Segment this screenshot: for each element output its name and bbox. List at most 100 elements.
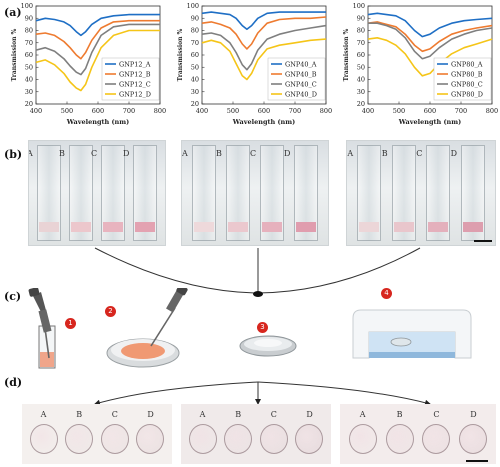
split-arrow-1: [94, 381, 259, 406]
step-badge-3: 3: [257, 322, 268, 333]
film-label: C: [111, 410, 118, 419]
dried-film-disc: [224, 424, 253, 454]
cuvette-solution: [194, 222, 214, 232]
legend-entry: GNP80_B: [451, 70, 483, 78]
dried-film-disc: [459, 424, 488, 454]
cuvette-photo-2: A B C D: [181, 140, 329, 246]
series-line-GNP80_B: [367, 21, 493, 53]
cuvette: [37, 145, 61, 241]
film-label: A: [199, 410, 206, 419]
film-label: D: [147, 410, 154, 419]
cuvette-label: A: [347, 149, 354, 158]
film-label: A: [359, 410, 366, 419]
cuvette: [391, 145, 416, 241]
panel-label-b: (b): [4, 148, 23, 161]
y-tick-label: 50: [25, 63, 33, 71]
chart-gnp80-svg: 400 500 600 700 800 20 30 40 50 60 70 80 90 100 Wavele…: [343, 2, 498, 126]
legend-box: [433, 57, 492, 101]
y-axis-label: Transmission %: [11, 28, 18, 81]
cuvette: [460, 145, 485, 241]
x-axis-label: Wavelength (nm): [398, 118, 461, 126]
y-tick-label: 70: [357, 39, 365, 47]
series-line-GNP80_C: [368, 22, 493, 60]
y-tick-label: 20: [25, 100, 33, 108]
series-line-GNP40_B: [201, 16, 327, 50]
series-line-GNP12_A: [35, 13, 160, 37]
y-tick-label: 40: [25, 76, 33, 84]
x-axis-label: Wavelength (nm): [232, 118, 295, 126]
y-tick-label: 40: [357, 76, 365, 84]
y-tick-label: 80: [357, 27, 365, 35]
series-line-GNP40_C: [201, 24, 327, 71]
dried-film-disc: [29, 424, 58, 454]
cuvette-label: D: [284, 149, 291, 158]
cuvette: [260, 145, 284, 241]
cuvette-solution: [462, 222, 483, 232]
x-tick-label: 600: [92, 107, 104, 115]
series-line-GNP12_C: [35, 23, 160, 76]
film-label: C: [433, 410, 440, 419]
cuvette-solution: [262, 222, 282, 232]
chart-gnp12-svg: 400 500 600 700 800 20 30 40 50 60 70 80 90 100 Wavele…: [11, 2, 166, 126]
film-label: B: [396, 410, 403, 419]
cuvette: [133, 145, 157, 241]
x-tick-label: 800: [486, 107, 498, 115]
cuvette-photo-1: A B C D: [28, 140, 166, 246]
film-photo-1: A B C D: [22, 404, 172, 464]
chart-gnp12: 400 500 600 700 800 20 30 40 50 60 70 80 90 100 Wavele…: [0, 0, 166, 136]
uv-box-icon: [352, 309, 472, 359]
y-tick-label: 60: [25, 51, 33, 59]
cuvette-solution: [71, 222, 91, 232]
panel-label-a: (a): [4, 6, 22, 19]
merge-curve-3: [257, 247, 421, 294]
process-svg: [28, 284, 472, 369]
cuvette-photo-3: A B C D: [346, 140, 496, 246]
split-arrows-cd: [94, 381, 431, 406]
merge-arrows-bc: [94, 247, 421, 297]
x-tick-label: 700: [289, 107, 301, 115]
y-tick-label: 70: [191, 39, 199, 47]
cuvette-solution: [428, 222, 449, 232]
dried-film-disc: [385, 424, 414, 454]
y-tick-label: 100: [353, 2, 365, 10]
dried-film-disc: [65, 424, 94, 454]
y-tick-label: 50: [191, 63, 199, 71]
cuvette-solution: [135, 222, 155, 232]
cuvette: [294, 145, 318, 241]
dried-film-disc: [422, 424, 451, 454]
scale-bar-d: [466, 460, 488, 462]
cuvette-solution: [228, 222, 248, 232]
x-tick-label: 400: [362, 107, 374, 115]
pipette-cuvette-icon: [28, 287, 56, 369]
legend-entry: GNP40_C: [285, 80, 317, 88]
process-illustration: 1 2 3 4: [25, 284, 495, 378]
step-badge-4: 4: [381, 288, 392, 299]
film-label: D: [470, 410, 477, 419]
cuvette-solution: [296, 222, 316, 232]
film-label: C: [270, 410, 277, 419]
legend-entry: GNP80_A: [451, 60, 483, 68]
y-axis-label: Transmission %: [177, 28, 184, 81]
step-badge-1: 1: [65, 318, 76, 329]
cuvette-label: A: [29, 149, 33, 158]
legend-box: [267, 57, 326, 101]
merge-curve-1: [94, 247, 259, 294]
legend-box: [101, 57, 160, 101]
step-badge-2: 2: [105, 306, 116, 317]
film-label: B: [235, 410, 242, 419]
y-axis-label: Transmission %: [343, 28, 350, 81]
series-line-GNP12_D: [35, 29, 160, 92]
y-tick-label: 50: [357, 63, 365, 71]
x-tick-label: 700: [123, 107, 135, 115]
legend-entry: GNP12_D: [119, 90, 151, 98]
empty-dish-icon: [239, 335, 297, 357]
legend-entry: GNP12_A: [119, 60, 151, 68]
legend-entry: GNP12_B: [119, 70, 151, 78]
chart-gnp80: 400 500 600 700 800 20 30 40 50 60 70 80 90 100 Wavele…: [332, 0, 500, 136]
y-tick-label: 60: [357, 51, 365, 59]
legend-entry: GNP40_B: [285, 70, 317, 78]
chart-gnp40: 400 500 600 700 800 20 30 40 50 60 70 80 90 100 Wavele…: [166, 0, 332, 136]
y-tick-label: 100: [187, 2, 199, 10]
dried-film-disc: [295, 424, 324, 454]
y-tick-label: 60: [191, 51, 199, 59]
